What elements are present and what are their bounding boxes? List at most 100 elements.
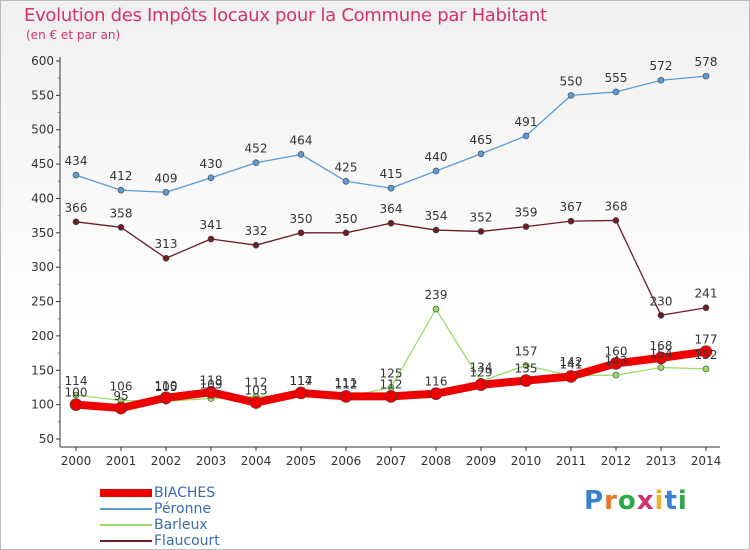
data-label-péronne: 434: [65, 154, 88, 168]
data-point-biaches: [114, 401, 128, 415]
data-label-péronne: 409: [155, 171, 178, 185]
data-label-flaucourt: 313: [155, 237, 178, 251]
legend-label: Péronne: [154, 501, 211, 517]
chart-subtitle: (en € et par an): [26, 28, 121, 42]
data-label-péronne: 578: [695, 55, 718, 69]
legend-swatch: [100, 489, 152, 497]
data-point-péronne: [432, 167, 440, 175]
data-point-biaches: [564, 370, 578, 383]
data-label-barleux: 154: [650, 347, 673, 361]
data-point-barleux: [432, 305, 440, 313]
logo-letter: i: [677, 486, 688, 516]
y-tick-label: 350: [31, 226, 54, 240]
data-label-flaucourt: 358: [110, 206, 133, 220]
data-point-flaucourt: [387, 219, 395, 227]
data-label-flaucourt: 359: [515, 206, 538, 220]
data-label-biaches: 118: [200, 373, 223, 387]
data-point-barleux: [702, 365, 710, 373]
data-label-barleux: 239: [425, 288, 448, 302]
data-point-péronne: [342, 177, 350, 185]
data-point-péronne: [207, 174, 215, 182]
data-point-barleux: [522, 362, 530, 369]
data-point-flaucourt: [522, 223, 530, 230]
data-point-flaucourt: [477, 228, 485, 235]
data-label-biaches: 112: [335, 377, 358, 391]
data-point-péronne: [702, 72, 710, 80]
series-line-flaucourt: [75, 219, 707, 316]
x-tick-label: 2012: [601, 454, 632, 468]
legend-swatch: [100, 524, 152, 526]
logo-letter: r: [604, 486, 618, 516]
data-point-péronne: [72, 171, 80, 179]
data-label-biaches: 100: [65, 386, 88, 400]
data-point-flaucourt: [567, 217, 575, 225]
data-label-biaches: 103: [245, 384, 268, 398]
data-label-barleux: 142: [560, 355, 583, 369]
y-tick-label: 250: [31, 295, 54, 309]
x-tick-label: 2010: [511, 454, 542, 468]
data-label-barleux: 134: [470, 360, 493, 374]
data-label-barleux: 125: [380, 366, 403, 380]
data-label-barleux: 114: [65, 374, 88, 388]
y-tick-label: 500: [31, 123, 54, 137]
data-label-barleux: 114: [290, 374, 313, 388]
data-label-barleux: 112: [245, 375, 268, 389]
logo-letter: i: [654, 486, 665, 516]
data-label-flaucourt: 354: [425, 209, 448, 223]
data-label-péronne: 465: [470, 133, 493, 147]
data-point-biaches: [429, 387, 443, 400]
legend-label: Flaucourt: [154, 533, 220, 549]
legend-label: BIACHES: [154, 485, 216, 501]
data-label-flaucourt: 366: [65, 201, 88, 215]
x-tick-label: 2008: [421, 454, 452, 468]
data-point-barleux: [657, 364, 665, 371]
legend-swatch: [100, 508, 152, 510]
logo-letter: t: [664, 486, 678, 516]
y-tick-label: 450: [31, 157, 54, 171]
data-label-péronne: 452: [245, 142, 268, 156]
data-point-biaches: [654, 351, 668, 365]
y-tick-label: 550: [31, 88, 54, 102]
x-tick-label: 2004: [241, 454, 272, 468]
data-point-barleux: [612, 371, 620, 379]
data-point-flaucourt: [432, 226, 440, 234]
data-label-péronne: 464: [290, 133, 313, 147]
data-label-flaucourt: 230: [650, 294, 673, 308]
proxiti-logo: Proxiti: [584, 486, 688, 516]
data-label-flaucourt: 367: [560, 200, 583, 214]
data-point-péronne: [657, 76, 665, 84]
data-label-flaucourt: 352: [470, 210, 493, 224]
x-tick-label: 2009: [466, 454, 497, 468]
logo-letter: P: [584, 486, 605, 516]
data-point-biaches: [204, 385, 218, 399]
data-point-péronne: [612, 88, 620, 96]
y-tick-label: 600: [31, 54, 54, 68]
data-point-flaucourt: [72, 218, 80, 226]
data-point-flaucourt: [117, 224, 125, 231]
data-point-biaches: [294, 386, 308, 400]
data-point-péronne: [297, 151, 305, 158]
data-label-biaches: 177: [695, 333, 718, 347]
x-tick-label: 2014: [691, 454, 722, 468]
data-point-péronne: [522, 132, 530, 140]
data-label-péronne: 430: [200, 157, 223, 171]
data-label-biaches: 117: [290, 374, 313, 388]
data-label-barleux: 106: [110, 380, 133, 394]
chart-title: Evolution des Impôts locaux pour la Comm…: [24, 5, 547, 26]
data-point-flaucourt: [612, 217, 620, 224]
data-point-péronne: [387, 184, 395, 192]
data-label-biaches: 110: [155, 379, 178, 393]
logo-letter: x: [636, 486, 655, 516]
data-label-péronne: 440: [425, 150, 448, 164]
data-point-biaches: [69, 398, 83, 411]
legend-swatch: [100, 540, 152, 542]
data-label-flaucourt: 350: [335, 212, 358, 226]
data-point-biaches: [609, 357, 623, 370]
data-point-péronne: [252, 159, 260, 167]
y-tick-label: 100: [31, 398, 54, 412]
data-point-biaches: [519, 374, 533, 387]
data-label-flaucourt: 368: [605, 199, 628, 213]
x-tick-label: 2011: [556, 454, 587, 468]
data-label-biaches: 116: [425, 375, 448, 389]
